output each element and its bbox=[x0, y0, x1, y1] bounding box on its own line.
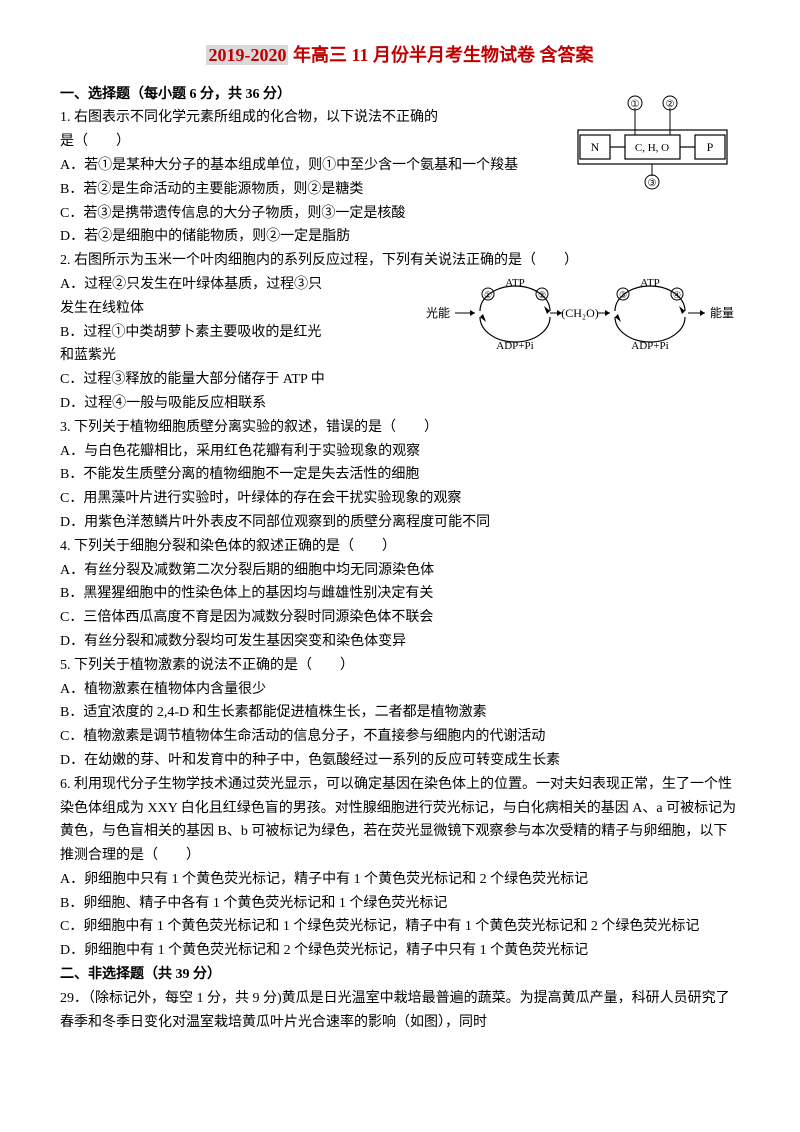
exam-title: 2019-2020 年高三 11 月份半月考生物试卷 含答案 bbox=[60, 40, 740, 71]
title-year: 2019-2020 bbox=[206, 45, 288, 65]
q3-option-d: D．用紫色洋葱鳞片叶外表皮不同部位观察到的质壁分离程度可能不同 bbox=[60, 511, 740, 535]
q5-option-b: B．适宜浓度的 2,4-D 和生长素都能促进植株生长，二者都是植物激素 bbox=[60, 701, 740, 725]
q5-option-a: A．植物激素在植物体内含量很少 bbox=[60, 678, 740, 702]
d2-adp1: ADP+Pi bbox=[496, 340, 533, 352]
question-3: 3. 下列关于植物细胞质壁分离实验的叙述，错误的是（ ） A．与白色花瓣相比，采… bbox=[60, 416, 740, 535]
q1-option-c: C．若③是携带遗传信息的大分子物质，则③一定是核酸 bbox=[60, 202, 740, 226]
title-rest: 年高三 11 月份半月考生物试卷 含答案 bbox=[288, 45, 593, 65]
label-n: N bbox=[591, 140, 600, 154]
q6-option-d: D．卵细胞中有 1 个黄色荧光标记和 2 个绿色荧光标记，精子中只有 1 个黄色… bbox=[60, 939, 740, 963]
question-4: 4. 下列关于细胞分裂和染色体的叙述正确的是（ ） A．有丝分裂及减数第二次分裂… bbox=[60, 535, 740, 654]
q5-option-c: C．植物激素是调节植物体生命活动的信息分子，不直接参与细胞内的代谢活动 bbox=[60, 725, 740, 749]
q3-option-a: A．与白色花瓣相比，采用红色花瓣有利于实验现象的观察 bbox=[60, 440, 740, 464]
diagram-compounds: N C, H, O P ① ② ③ bbox=[570, 90, 740, 190]
q4-option-c: C．三倍体西瓜高度不育是因为减数分裂时同源染色体不联会 bbox=[60, 606, 740, 630]
q6-stem: 6. 利用现代分子生物学技术通过荧光显示，可以确定基因在染色体上的位置。一对夫妇… bbox=[60, 773, 740, 868]
d2-atp2: ATP bbox=[640, 277, 660, 289]
q3-option-c: C．用黑藻叶片进行实验时，叶绿体的存在会干扰实验现象的观察 bbox=[60, 487, 740, 511]
question-1: N C, H, O P ① ② ③ 1. 右图表示不同化学元素所组成的化合物，以… bbox=[60, 106, 740, 249]
label-3: ③ bbox=[648, 178, 657, 189]
d2-atp1: ATP bbox=[505, 277, 525, 289]
section-2-header: 二、非选择题（共 39 分） bbox=[60, 963, 740, 987]
q4-option-a: A．有丝分裂及减数第二次分裂后期的细胞中均无同源染色体 bbox=[60, 559, 740, 583]
q4-option-b: B．黑猩猩细胞中的性染色体上的基因均与雌雄性别决定有关 bbox=[60, 582, 740, 606]
question-5: 5. 下列关于植物激素的说法不正确的是（ ） A．植物激素在植物体内含量很少 B… bbox=[60, 654, 740, 773]
q5-option-d: D．在幼嫩的芽、叶和发育中的种子中，色氨酸经过一系列的反应可转变成生长素 bbox=[60, 749, 740, 773]
d2-n1: ① bbox=[484, 290, 492, 300]
q1-option-d: D．若②是细胞中的储能物质，则②一定是脂肪 bbox=[60, 225, 740, 249]
label-cho: C, H, O bbox=[635, 142, 669, 154]
q4-option-d: D．有丝分裂和减数分裂均可发生基因突变和染色体变异 bbox=[60, 630, 740, 654]
d2-n4: ④ bbox=[673, 290, 681, 300]
q6-option-c: C．卵细胞中有 1 个黄色荧光标记和 1 个绿色荧光标记，精子中有 1 个黄色荧… bbox=[60, 915, 740, 939]
d2-ch2o: (CH₂O) bbox=[561, 306, 599, 320]
question-2: 2. 右图所示为玉米一个叶肉细胞内的系列反应过程，下列有关说法正确的是（ ） 光… bbox=[60, 249, 740, 416]
d2-n2: ② bbox=[538, 290, 546, 300]
q2-option-c: C．过程③释放的能量大部分储存于 ATP 中 bbox=[60, 368, 740, 392]
q3-stem: 3. 下列关于植物细胞质壁分离实验的叙述，错误的是（ ） bbox=[60, 416, 740, 440]
q5-stem: 5. 下列关于植物激素的说法不正确的是（ ） bbox=[60, 654, 740, 678]
question-6: 6. 利用现代分子生物学技术通过荧光显示，可以确定基因在染色体上的位置。一对夫妇… bbox=[60, 773, 740, 963]
q3-option-b: B．不能发生质壁分离的植物细胞不一定是失去活性的细胞 bbox=[60, 463, 740, 487]
q29-stem: 29．（除标记外，每空 1 分，共 9 分)黄瓜是日光温室中栽培最普遍的蔬菜。为… bbox=[60, 987, 740, 1035]
d2-light: 光能 bbox=[426, 306, 450, 320]
label-1: ① bbox=[631, 99, 640, 110]
d2-energy: 能量 bbox=[710, 306, 734, 320]
d2-adp2: ADP+Pi bbox=[631, 340, 668, 352]
q6-option-a: A．卵细胞中只有 1 个黄色荧光标记，精子中有 1 个黄色荧光标记和 2 个绿色… bbox=[60, 868, 740, 892]
q4-stem: 4. 下列关于细胞分裂和染色体的叙述正确的是（ ） bbox=[60, 535, 740, 559]
diagram-reactions: 光能 ATP ADP+Pi ① ② (CH₂O) ATP ADP+Pi ③ ④ … bbox=[420, 269, 740, 359]
q6-option-b: B．卵细胞、精子中各有 1 个黄色荧光标记和 1 个绿色荧光标记 bbox=[60, 892, 740, 916]
label-2: ② bbox=[666, 99, 675, 110]
label-p: P bbox=[707, 140, 714, 154]
q2-option-d: D．过程④一般与吸能反应相联系 bbox=[60, 392, 740, 416]
d2-n3: ③ bbox=[619, 290, 627, 300]
